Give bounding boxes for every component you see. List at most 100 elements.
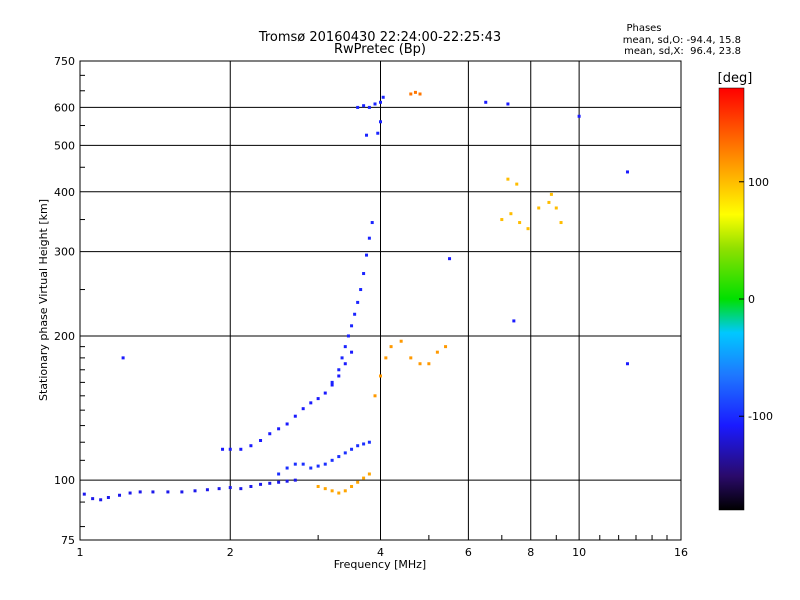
data-point (323, 462, 327, 466)
data-point (217, 487, 221, 491)
x-tick-label: 8 (527, 546, 534, 559)
data-point (537, 206, 541, 210)
colorbar-ticks: 100 0 -100 (739, 176, 773, 423)
data-point (370, 221, 374, 225)
y-tick-label: 300 (54, 246, 75, 259)
data-point (435, 350, 439, 354)
data-point (554, 206, 558, 210)
x-tick-label: 16 (674, 546, 688, 559)
data-point (362, 272, 366, 276)
data-point (367, 236, 371, 240)
data-point (413, 90, 417, 94)
chart-subtitle: RwPretec (Bp) (334, 42, 426, 57)
data-point (285, 466, 289, 470)
data-point (323, 487, 327, 491)
data-point (409, 92, 413, 96)
data-point (221, 447, 225, 451)
data-point (362, 476, 366, 480)
data-point (180, 490, 184, 494)
colorbar-tick-label: 100 (748, 176, 769, 189)
data-point (316, 484, 320, 488)
data-point (384, 356, 388, 360)
data-point (268, 432, 272, 436)
data-point (625, 170, 629, 174)
y-tick-label: 100 (54, 474, 75, 487)
data-point (309, 401, 313, 405)
data-point (337, 455, 341, 459)
data-point (309, 466, 313, 470)
data-point (293, 462, 297, 466)
data-point (367, 440, 371, 444)
colorbar-label: [deg] (718, 71, 753, 86)
data-point (330, 458, 334, 462)
data-point (285, 479, 289, 483)
data-point (337, 374, 341, 378)
data-point (418, 92, 422, 96)
data-point (301, 462, 305, 466)
data-point (373, 394, 377, 398)
data-point (362, 104, 366, 108)
data-point (379, 374, 382, 378)
y-axis-label: Stationary phase Virtual Height [km] (37, 199, 50, 401)
colorbar-tick-label: 0 (748, 293, 755, 306)
data-point (359, 288, 363, 292)
data-point (193, 489, 197, 493)
data-point (330, 380, 334, 384)
plot-frame (79, 60, 682, 541)
data-point (356, 480, 360, 484)
phases-heading: Phases (626, 23, 661, 34)
data-point (337, 491, 341, 495)
data-point (249, 444, 253, 448)
data-point (381, 95, 385, 99)
data-point (330, 489, 334, 493)
data-point (379, 100, 382, 104)
data-point (293, 414, 297, 418)
data-point (259, 482, 263, 486)
grid (79, 60, 682, 541)
data-point (343, 489, 347, 493)
data-point (356, 105, 360, 109)
data-point (500, 218, 504, 222)
data-points (82, 90, 629, 502)
data-point (239, 447, 243, 451)
data-point (293, 478, 297, 482)
colorbar-tick-label: -100 (748, 410, 773, 423)
data-point (128, 491, 132, 495)
data-point (268, 481, 272, 485)
data-point (577, 114, 581, 118)
data-point (205, 488, 209, 492)
data-point (350, 350, 354, 354)
data-point (379, 120, 382, 124)
phases-o-line: mean, sd,O: -94.4, 15.8 (623, 35, 741, 46)
data-point (228, 486, 232, 490)
data-point (367, 472, 371, 476)
data-point (166, 490, 170, 494)
data-point (409, 356, 413, 360)
data-point (625, 362, 629, 366)
data-point (138, 490, 142, 494)
data-point (526, 227, 530, 231)
data-point (448, 257, 452, 261)
data-point (259, 439, 263, 443)
y-tick-label: 600 (54, 101, 75, 114)
data-point (99, 498, 103, 502)
data-point (353, 312, 357, 316)
data-point (91, 497, 95, 501)
data-point (151, 490, 155, 494)
y-tick-label: 400 (54, 186, 75, 199)
y-tick-labels: 75 100 200 300 400 500 600 750 (54, 55, 75, 547)
data-point (444, 345, 448, 349)
data-point (362, 442, 366, 446)
data-point (506, 102, 510, 106)
data-point (323, 391, 327, 395)
data-point (277, 472, 281, 476)
data-point (337, 368, 341, 372)
data-point (367, 105, 371, 109)
y-tick-label: 75 (61, 534, 75, 547)
x-tick-labels: 1 2 4 6 8 10 16 (77, 546, 689, 559)
data-point (512, 319, 516, 323)
data-point (285, 422, 289, 426)
y-tick-label: 200 (54, 330, 75, 343)
data-point (515, 182, 519, 186)
